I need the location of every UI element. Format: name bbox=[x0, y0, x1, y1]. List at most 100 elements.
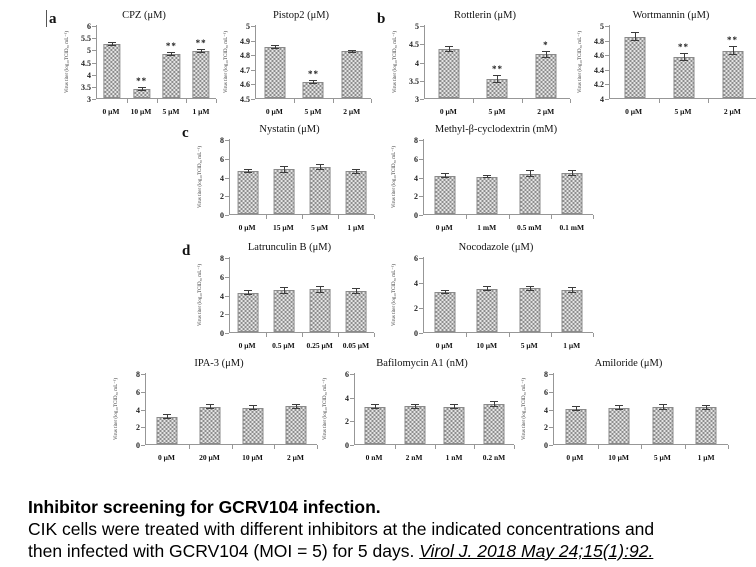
chart-title: CPZ (μM) bbox=[122, 10, 166, 21]
bar bbox=[608, 407, 630, 444]
error-bar-stem bbox=[313, 81, 315, 83]
chart-cpz: CPZ (μM) Virus titer (log₁₀TCID₅₀ mL⁻¹) … bbox=[63, 10, 217, 116]
error-bar bbox=[483, 174, 492, 179]
error-bar bbox=[658, 403, 667, 410]
plot-area: ** * bbox=[424, 25, 572, 103]
error-bar bbox=[525, 285, 534, 291]
error-bar-stem bbox=[167, 414, 169, 419]
y-axis-label-text: Virus titer (log₁₀TCID₅₀ mL⁻¹) bbox=[392, 145, 397, 209]
y-axis: 4.5 4.6 4.7 4.8 4.9 5 bbox=[231, 22, 255, 104]
bar-group bbox=[551, 139, 595, 219]
error-bar-stem bbox=[356, 289, 357, 294]
y-tick-label: 8 bbox=[136, 370, 140, 379]
y-tick-mark bbox=[225, 215, 229, 216]
bar-group: ** bbox=[294, 25, 334, 103]
y-axis-label: Virus titer (log₁₀TCID₅₀ mL⁻¹) bbox=[112, 373, 121, 445]
significance-label: ** bbox=[491, 64, 503, 75]
y-tick-mark bbox=[419, 333, 423, 334]
error-bar-stem bbox=[634, 33, 636, 41]
chart-title: Nystatin (μM) bbox=[259, 124, 320, 135]
y-axis-label-text: Virus titer (log₁₀TCID₅₀ mL⁻¹) bbox=[392, 263, 397, 327]
y-tick-mark bbox=[419, 215, 423, 216]
y-tick-label: 4 bbox=[220, 173, 224, 183]
x-axis-labels: 0 μM 10 μM 5 μM 1 μM bbox=[553, 445, 728, 462]
y-tick-mark bbox=[225, 258, 229, 259]
error-bar bbox=[197, 49, 206, 53]
plot-area: ** ** ** bbox=[96, 25, 217, 103]
x-tick-label: 1 μM bbox=[347, 223, 365, 232]
y-tick-label: 2 bbox=[220, 310, 224, 320]
y-tick-mark bbox=[350, 374, 354, 375]
y-tick-label: 0 bbox=[544, 441, 548, 450]
x-tick-label: 0 μM bbox=[439, 107, 457, 116]
error-bar bbox=[352, 168, 360, 175]
bar-group bbox=[685, 373, 729, 449]
y-tick-mark bbox=[92, 50, 96, 52]
significance-label: ** bbox=[307, 69, 319, 80]
error-bar bbox=[291, 403, 300, 409]
bar-group: * bbox=[522, 25, 572, 103]
y-tick-label: 4 bbox=[414, 173, 418, 183]
bar-group bbox=[466, 257, 510, 337]
y-tick-label: 4.8 bbox=[594, 36, 604, 46]
y-axis-label: Virus titer (log₁₀TCID₅₀ mL⁻¹) bbox=[520, 373, 529, 445]
x-axis-labels: 0 μM 10 μM 5 μM 1 μM bbox=[96, 99, 216, 116]
bar bbox=[162, 53, 180, 98]
caption-title: Inhibitor screening for GCRV104 infectio… bbox=[28, 497, 381, 517]
bar-group bbox=[146, 373, 190, 449]
bar-group bbox=[509, 139, 553, 219]
cursor-artifact-line bbox=[46, 10, 47, 27]
error-bar-stem bbox=[141, 87, 143, 90]
error-bar bbox=[347, 49, 356, 53]
error-bar bbox=[728, 46, 737, 55]
y-tick-mark bbox=[605, 69, 609, 71]
y-axis: 3 3.5 4 4.5 5 5.5 6 bbox=[72, 22, 96, 104]
y-tick-mark bbox=[420, 62, 424, 64]
y-tick-mark bbox=[225, 177, 229, 179]
x-tick-label: 2 μM bbox=[287, 453, 304, 462]
y-axis: 0 2 4 6 8 bbox=[121, 370, 145, 450]
error-bar bbox=[571, 405, 580, 412]
y-tick-mark bbox=[92, 26, 96, 27]
error-bar-stem bbox=[248, 169, 249, 173]
significance-label: ** bbox=[165, 40, 177, 51]
y-tick-label: 4 bbox=[136, 405, 140, 415]
panel-label-b: b bbox=[377, 11, 386, 27]
y-tick-label: 4.6 bbox=[240, 80, 250, 90]
chart-bafilomycin-a1: Bafilomycin A1 (nM) Virus titer (log₁₀TC… bbox=[321, 358, 515, 462]
y-tick-mark bbox=[420, 44, 424, 46]
y-tick-label: 5 bbox=[415, 22, 419, 31]
y-tick-mark bbox=[605, 55, 609, 57]
y-tick-mark bbox=[605, 26, 609, 27]
error-bar bbox=[271, 45, 280, 49]
bar bbox=[652, 406, 674, 444]
error-bar bbox=[163, 413, 172, 420]
error-bar bbox=[490, 401, 499, 408]
y-axis-label-text: Virus titer (log₁₀TCID₅₀ mL⁻¹) bbox=[198, 263, 203, 327]
y-tick-mark bbox=[225, 276, 229, 278]
error-bar bbox=[248, 405, 257, 410]
error-bar bbox=[441, 290, 450, 294]
error-bar bbox=[280, 165, 288, 174]
error-bar-stem bbox=[571, 171, 573, 176]
figure-caption: Inhibitor screening for GCRV104 infectio… bbox=[28, 496, 750, 562]
x-tick-label: 5 μM bbox=[674, 107, 692, 116]
error-bar bbox=[309, 80, 318, 84]
chart-title: Rottlerin (μM) bbox=[454, 10, 516, 21]
x-tick-label: 2 μM bbox=[537, 107, 555, 116]
y-tick-mark bbox=[420, 99, 424, 100]
plot-area: ** bbox=[255, 25, 373, 103]
y-tick-mark bbox=[419, 258, 423, 259]
y-tick-label: 3 bbox=[87, 95, 91, 104]
y-tick-label: 2 bbox=[136, 423, 140, 433]
y-tick-label: 4.5 bbox=[240, 95, 250, 104]
bar-group: ** bbox=[127, 25, 158, 103]
error-bar bbox=[352, 288, 360, 295]
plot-area bbox=[423, 139, 595, 219]
error-bar-stem bbox=[706, 405, 708, 409]
bar-group bbox=[302, 257, 339, 337]
error-bar-stem bbox=[201, 50, 203, 52]
y-tick-mark bbox=[549, 391, 553, 393]
y-tick-mark bbox=[92, 74, 96, 76]
bar-group bbox=[355, 373, 396, 449]
